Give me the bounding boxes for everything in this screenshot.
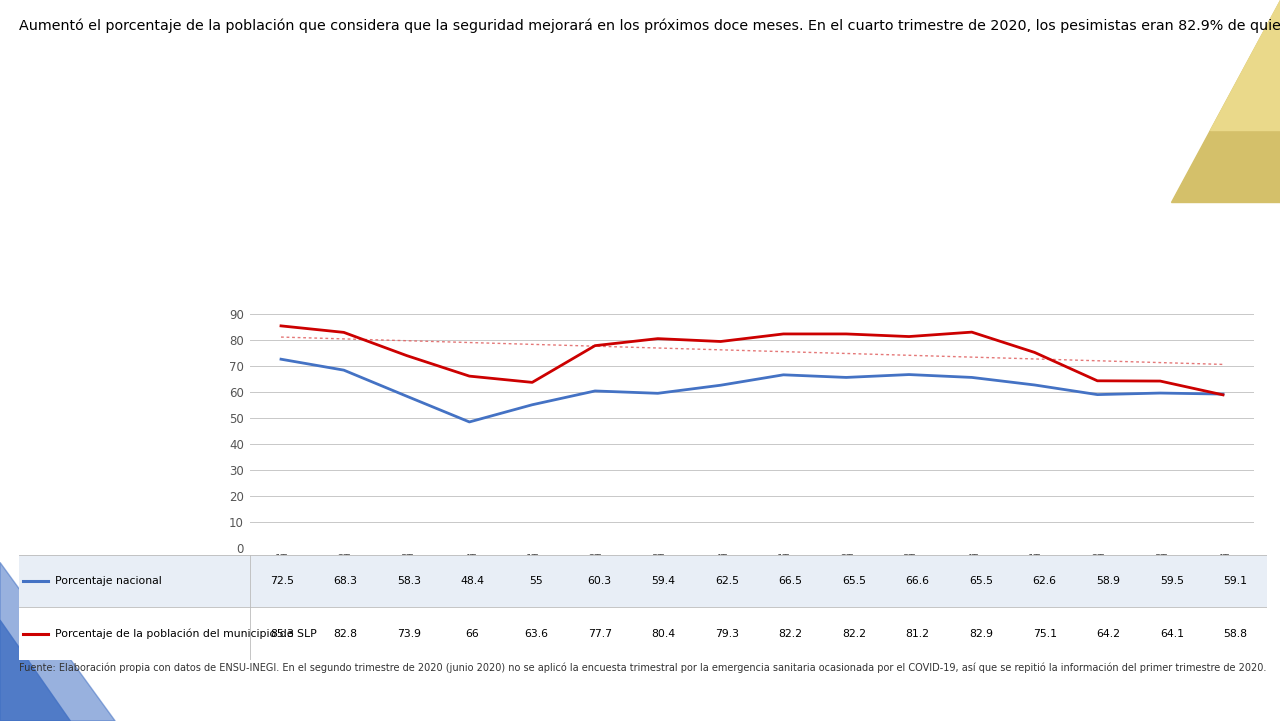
- FancyBboxPatch shape: [19, 555, 1267, 607]
- Text: 85.3: 85.3: [270, 629, 294, 639]
- Polygon shape: [1210, 0, 1280, 130]
- Text: 58.9: 58.9: [1096, 576, 1120, 586]
- Polygon shape: [0, 562, 115, 721]
- Text: 65.5: 65.5: [842, 576, 867, 586]
- FancyBboxPatch shape: [19, 607, 1267, 660]
- Text: 62.6: 62.6: [1033, 576, 1057, 586]
- Text: 66.5: 66.5: [778, 576, 803, 586]
- Text: 79.3: 79.3: [714, 629, 739, 639]
- Text: 62.5: 62.5: [714, 576, 739, 586]
- Polygon shape: [1171, 0, 1280, 202]
- Text: 66.6: 66.6: [905, 576, 929, 586]
- Text: Aumentó el porcentaje de la población que considera que la seguridad mejorará en: Aumentó el porcentaje de la población qu…: [19, 18, 1280, 32]
- Text: 68.3: 68.3: [333, 576, 357, 586]
- Text: 81.2: 81.2: [905, 629, 929, 639]
- Text: Porcentaje nacional: Porcentaje nacional: [55, 576, 163, 586]
- Text: 72.5: 72.5: [270, 576, 294, 586]
- Text: 59.5: 59.5: [1160, 576, 1184, 586]
- Text: 48.4: 48.4: [461, 576, 485, 586]
- Text: 58.8: 58.8: [1224, 629, 1248, 639]
- Text: 64.1: 64.1: [1160, 629, 1184, 639]
- Text: 66: 66: [466, 629, 480, 639]
- Text: 64.2: 64.2: [1096, 629, 1120, 639]
- Text: 82.9: 82.9: [969, 629, 993, 639]
- Text: 65.5: 65.5: [969, 576, 993, 586]
- Text: 82.2: 82.2: [778, 629, 803, 639]
- Text: Porcentaje de la población del municipio de SLP: Porcentaje de la población del municipio…: [55, 628, 317, 639]
- Text: 58.3: 58.3: [397, 576, 421, 586]
- Text: 82.2: 82.2: [842, 629, 867, 639]
- Text: 75.1: 75.1: [1033, 629, 1057, 639]
- Text: 55: 55: [529, 576, 543, 586]
- Text: 59.1: 59.1: [1224, 576, 1248, 586]
- Text: 59.4: 59.4: [652, 576, 676, 586]
- Text: 80.4: 80.4: [652, 629, 676, 639]
- Text: 63.6: 63.6: [524, 629, 548, 639]
- Polygon shape: [0, 620, 70, 721]
- Text: 73.9: 73.9: [397, 629, 421, 639]
- Text: Fuente: Elaboración propia con datos de ENSU-INEGI. En el segundo trimestre de 2: Fuente: Elaboración propia con datos de …: [19, 663, 1267, 673]
- Text: 60.3: 60.3: [588, 576, 612, 586]
- Text: 77.7: 77.7: [588, 629, 612, 639]
- Text: 82.8: 82.8: [333, 629, 357, 639]
